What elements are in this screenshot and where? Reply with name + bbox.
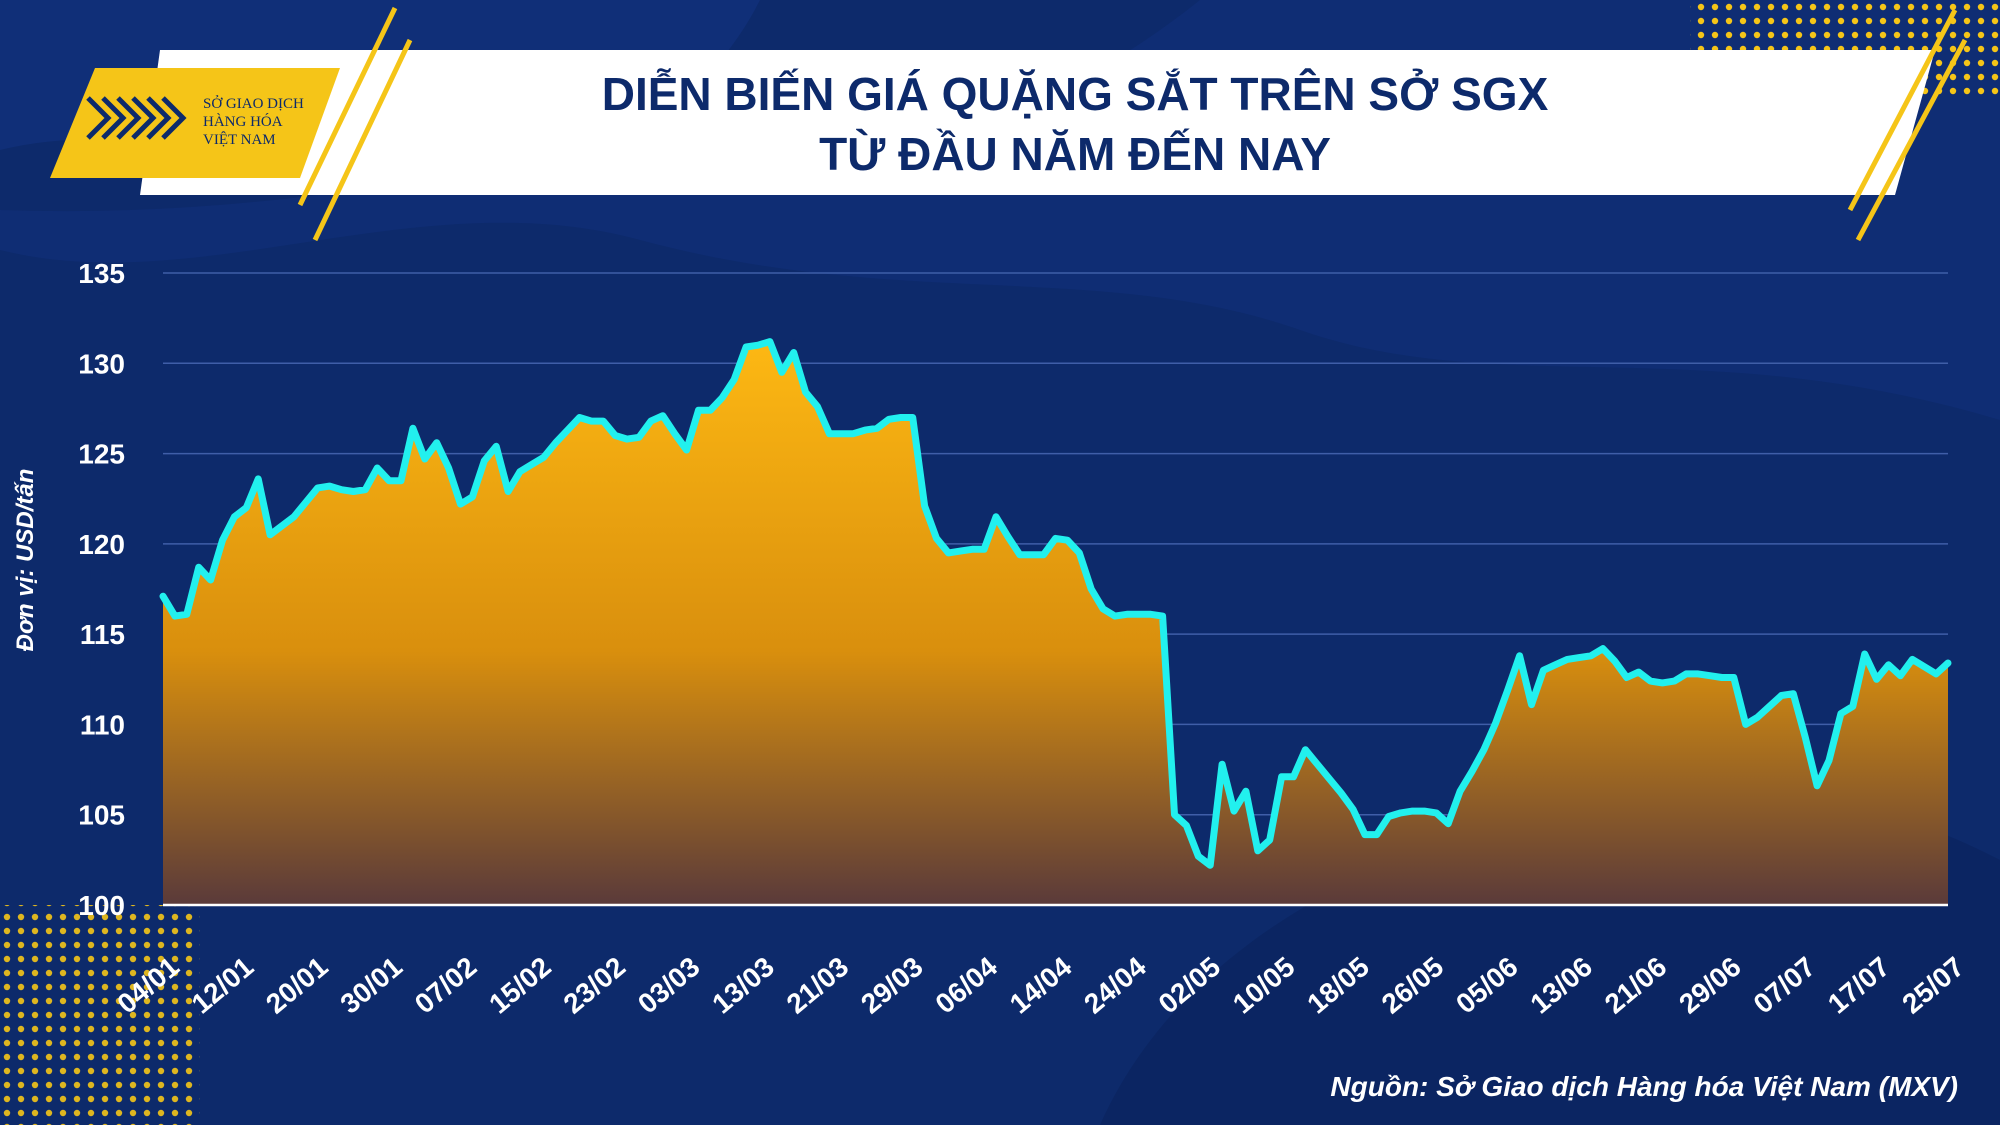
y-axis-label: Đơn vị: USD/tấn <box>12 469 39 652</box>
x-tick-label: 15/02 <box>483 951 557 1020</box>
x-tick-label: 20/01 <box>260 951 334 1020</box>
y-tick-label: 135 <box>78 258 125 289</box>
y-tick-label: 110 <box>80 709 125 740</box>
x-tick-label: 06/04 <box>929 951 1003 1020</box>
chart-title-line2: TỪ ĐẦU NĂM ĐẾN NAY <box>819 128 1331 180</box>
source-note: Nguồn: Sở Giao dịch Hàng hóa Việt Nam (M… <box>1330 1071 1958 1102</box>
x-tick-label: 30/01 <box>334 951 408 1020</box>
x-tick-label: 21/03 <box>781 951 855 1020</box>
mxv-logo-icon <box>86 96 187 140</box>
price-area-fill <box>163 341 1948 906</box>
x-tick-label: 07/02 <box>409 951 483 1020</box>
logo-text-line2: HÀNG HÓA <box>203 113 283 130</box>
chart-title-line1: DIỄN BIẾN GIÁ QUẶNG SẮT TRÊN SỞ SGX <box>602 68 1549 120</box>
y-tick-label: 120 <box>78 529 125 560</box>
y-tick-label: 100 <box>78 890 125 921</box>
logo-text-line1: SỞ GIAO DỊCH <box>203 95 304 112</box>
y-tick-label: 130 <box>78 348 125 379</box>
x-tick-label: 14/04 <box>1004 951 1078 1020</box>
accent-stripe-2 <box>312 38 413 242</box>
price-area <box>163 341 1948 906</box>
dot-pattern-bottom-left <box>0 905 200 1125</box>
logo-plate <box>50 68 340 178</box>
x-tick-label: 13/03 <box>706 951 780 1020</box>
x-tick-label: 03/03 <box>632 951 706 1020</box>
accent-stripe-3 <box>1847 8 1958 212</box>
logo-text-line3: VIỆT NAM <box>203 131 276 148</box>
price-series-line <box>159 338 1952 869</box>
x-tick-label: 29/03 <box>855 951 929 1020</box>
y-tick-label: 105 <box>78 800 125 831</box>
y-axis: 100 105 110 115 120 125 130 135 <box>78 258 125 921</box>
y-tick-label: 115 <box>80 619 125 650</box>
title-banner: SỞ GIAO DỊCH HÀNG HÓA VIỆT NAM DIỄN BIẾN… <box>50 6 1968 242</box>
x-tick-label: 23/02 <box>557 951 631 1020</box>
y-tick-label: 125 <box>78 439 125 470</box>
title-banner-bg <box>140 50 1935 195</box>
price-line <box>159 338 1952 869</box>
accent-stripe-1 <box>297 6 398 207</box>
accent-stripe-4 <box>1855 38 1968 242</box>
x-tick-label: 24/04 <box>1078 951 1152 1020</box>
